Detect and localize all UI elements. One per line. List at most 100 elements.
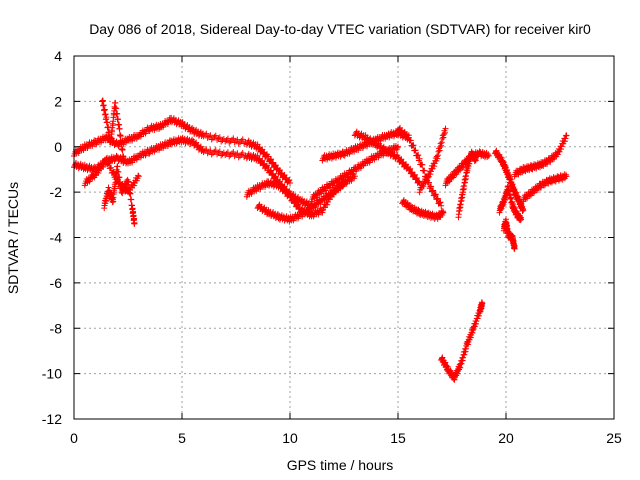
data-point bbox=[125, 178, 132, 185]
data-point bbox=[563, 132, 570, 139]
data-point bbox=[351, 173, 358, 180]
data-point bbox=[207, 147, 214, 154]
data-point bbox=[114, 110, 121, 117]
data-point bbox=[234, 150, 241, 157]
data-point bbox=[269, 171, 276, 178]
data-point bbox=[440, 131, 447, 138]
data-point bbox=[119, 147, 126, 154]
data-point bbox=[117, 179, 124, 186]
data-point bbox=[117, 133, 124, 140]
data-point bbox=[295, 201, 302, 208]
data-point bbox=[415, 152, 422, 159]
x-tick-label: 0 bbox=[70, 430, 78, 446]
x-axis-label: GPS time / hours bbox=[287, 457, 394, 473]
data-point bbox=[558, 146, 565, 153]
x-tick-label: 20 bbox=[498, 430, 514, 446]
data-point bbox=[230, 135, 237, 142]
data-point bbox=[91, 172, 98, 179]
data-point bbox=[206, 133, 212, 140]
data-point bbox=[267, 168, 274, 175]
data-point bbox=[231, 139, 238, 146]
series-arc-l bbox=[399, 197, 447, 222]
data-point bbox=[210, 135, 217, 142]
data-point bbox=[204, 150, 211, 157]
data-point bbox=[118, 139, 125, 146]
data-point bbox=[432, 191, 439, 198]
data-point bbox=[200, 149, 207, 156]
series-arc-q bbox=[492, 147, 527, 214]
y-tick-label: 4 bbox=[54, 48, 62, 64]
data-point bbox=[410, 142, 417, 149]
data-point bbox=[440, 209, 447, 216]
data-point bbox=[226, 139, 233, 146]
data-point bbox=[294, 202, 301, 209]
data-point bbox=[407, 170, 414, 177]
data-point bbox=[203, 146, 210, 153]
data-point bbox=[434, 155, 441, 162]
data-point bbox=[507, 190, 514, 197]
data-point bbox=[267, 156, 274, 163]
data-point bbox=[286, 176, 293, 183]
data-point bbox=[409, 169, 416, 176]
data-point bbox=[127, 190, 134, 197]
y-tick-label: 2 bbox=[54, 93, 62, 109]
data-point bbox=[222, 152, 229, 159]
data-point bbox=[207, 132, 214, 139]
data-point bbox=[511, 245, 518, 252]
data-point bbox=[410, 173, 417, 180]
data-point bbox=[226, 153, 233, 160]
data-point bbox=[116, 125, 123, 132]
data-point bbox=[268, 160, 275, 167]
data-point bbox=[237, 152, 244, 159]
chart-title: Day 086 of 2018, Sidereal Day-to-day VTE… bbox=[89, 21, 591, 37]
data-point bbox=[413, 175, 420, 182]
data-point bbox=[128, 196, 135, 203]
data-point bbox=[272, 162, 279, 169]
data-point bbox=[268, 167, 275, 174]
data-point bbox=[227, 151, 234, 158]
data-point bbox=[135, 172, 142, 179]
data-point bbox=[479, 300, 486, 307]
data-point bbox=[231, 153, 238, 160]
y-tick-label: -6 bbox=[50, 275, 63, 291]
data-point bbox=[272, 174, 279, 181]
data-point bbox=[293, 202, 300, 209]
data-point bbox=[237, 139, 244, 146]
x-tick-label: 10 bbox=[282, 430, 298, 446]
data-point bbox=[101, 106, 108, 113]
data-point bbox=[405, 167, 412, 174]
data-point bbox=[131, 220, 138, 227]
data-point bbox=[115, 168, 122, 175]
data-point bbox=[113, 105, 120, 112]
data-point bbox=[272, 173, 279, 180]
data-point bbox=[266, 168, 273, 175]
data-point bbox=[268, 172, 275, 179]
data-point bbox=[563, 173, 570, 180]
data-point bbox=[287, 180, 293, 187]
data-point bbox=[411, 172, 418, 179]
data-point bbox=[416, 155, 423, 162]
data-point bbox=[395, 143, 401, 150]
data-point bbox=[421, 167, 428, 174]
data-point bbox=[108, 164, 115, 171]
data-point bbox=[230, 149, 237, 156]
data-point bbox=[407, 165, 414, 172]
x-tick-label: 5 bbox=[178, 430, 186, 446]
data-point bbox=[238, 151, 245, 158]
data-point bbox=[436, 147, 443, 154]
data-point bbox=[291, 199, 298, 206]
x-axis-ticks: 0 5 10 15 20 25 bbox=[70, 56, 622, 446]
data-point bbox=[439, 135, 446, 142]
data-point bbox=[222, 138, 229, 145]
grid bbox=[74, 56, 614, 419]
y-tick-label: 0 bbox=[54, 139, 62, 155]
data-point bbox=[438, 142, 445, 149]
y-tick-label: -4 bbox=[50, 230, 63, 246]
data-point bbox=[210, 150, 217, 157]
data-point bbox=[126, 184, 133, 191]
series-arc-e bbox=[101, 163, 138, 227]
y-tick-label: -12 bbox=[42, 411, 62, 427]
data-point bbox=[428, 183, 435, 190]
data-point bbox=[212, 132, 219, 139]
